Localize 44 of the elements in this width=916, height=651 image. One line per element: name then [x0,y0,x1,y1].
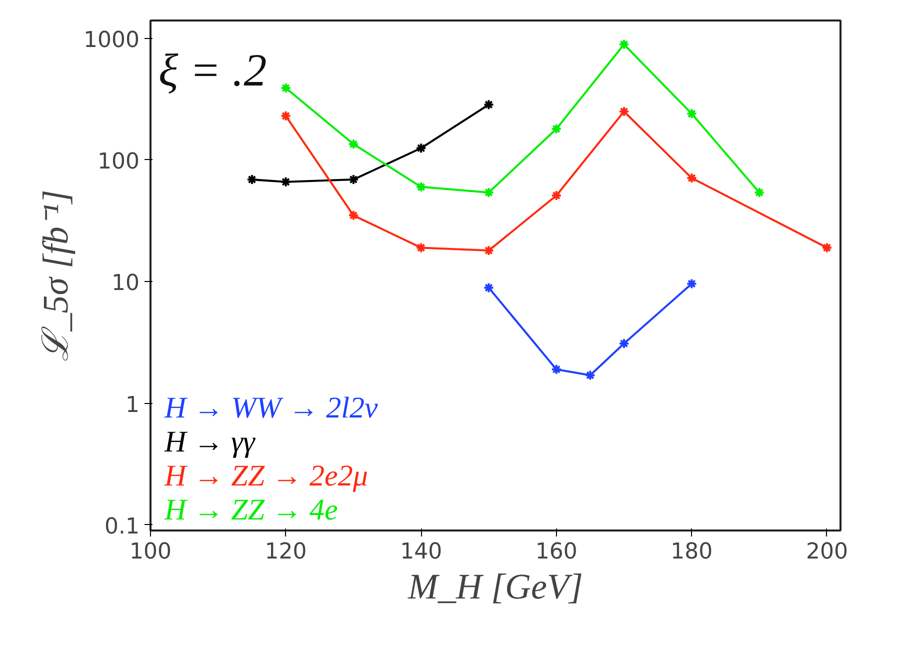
text: H → γγ [164,426,256,458]
point [280,110,292,122]
point [550,123,562,134]
x-tick-label: 180 [670,540,713,564]
point [483,245,494,256]
point [280,82,292,94]
point [483,282,494,294]
point [348,174,359,186]
point [686,278,698,290]
x-tick-label: 140 [400,540,442,564]
x-tick-label: 100 [130,540,172,564]
point [686,108,698,120]
y-tick-label: 1 [126,392,140,418]
point [246,174,258,186]
point [416,181,427,192]
point [618,338,630,349]
point [550,364,562,375]
x-tick-label: 160 [535,540,578,564]
y-tick-label: 1000 [84,28,140,53]
annotation: ξ = .2 [158,44,267,96]
y-tick-label: 100 [98,149,140,174]
point [483,99,494,110]
text: H → WW → 2l2ν [164,392,378,424]
point [416,242,427,254]
point [280,176,292,188]
point [348,210,359,221]
point [584,370,596,381]
point [754,187,765,198]
x-tick-label: 200 [806,540,848,564]
y-tick-label: 10 [112,271,140,296]
point [686,172,698,184]
text: H → ZZ → 2e2μ [164,460,368,492]
point [618,106,630,118]
text: H → ZZ → 4e [164,494,338,526]
y-tick-label: 0.1 [104,514,140,540]
point [821,242,832,254]
x-tick-label: 120 [264,540,307,564]
point [618,38,630,50]
y-axis-title: ℒ_5σ [fb⁻¹] [36,190,76,362]
point [416,142,427,154]
point [348,138,359,150]
point [550,190,562,202]
x-axis-title: M_H [GeV] [407,566,583,606]
point [483,187,494,198]
